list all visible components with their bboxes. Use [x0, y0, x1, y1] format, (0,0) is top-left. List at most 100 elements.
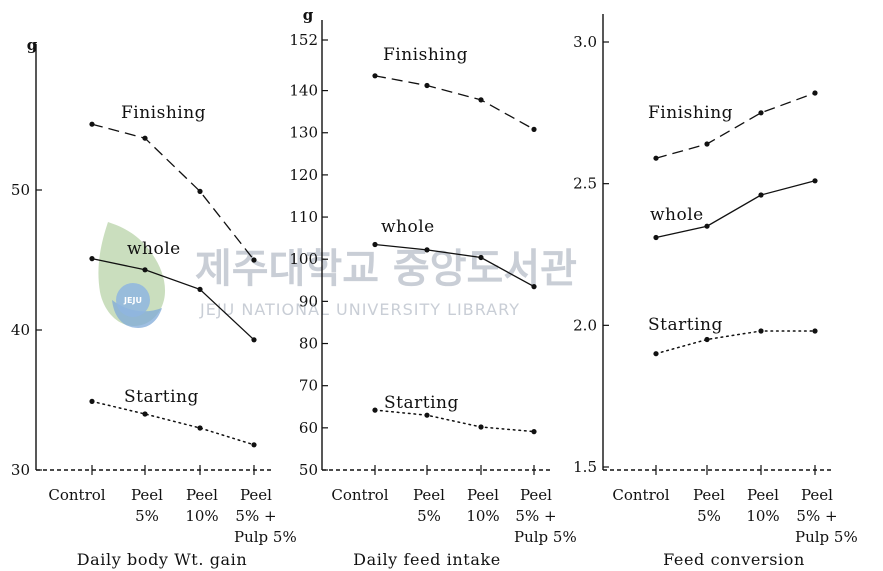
- data-point-whole: [197, 286, 203, 292]
- x-category-label: Peel: [413, 486, 445, 504]
- series-line-starting: [655, 330, 816, 355]
- series-label-finishing: Finishing: [121, 103, 206, 123]
- series-label-whole: whole: [127, 239, 181, 259]
- x-category-label: Control: [331, 486, 388, 504]
- x-category-label: 5% +: [515, 507, 556, 525]
- data-point-starting: [704, 336, 710, 343]
- series-line-finishing: [91, 123, 255, 261]
- data-point-whole: [531, 284, 537, 290]
- data-point-whole: [251, 337, 257, 343]
- data-point-whole: [89, 256, 95, 262]
- y-tick-label: 90: [299, 292, 318, 310]
- series-label-whole: whole: [381, 217, 435, 237]
- panel-feed-conversion: 1.5 2.0 2.5 3.0 Control Peel 5% Peel 10% Peel 5% +…: [573, 14, 858, 569]
- series-label-starting: Starting: [124, 387, 199, 407]
- series-label-starting: Starting: [648, 315, 723, 335]
- watermark-seal-text: JEJU: [123, 296, 142, 305]
- data-point-finishing: [197, 188, 203, 194]
- data-point-finishing: [758, 110, 764, 116]
- x-category-label: Peel: [801, 486, 833, 504]
- watermark-seal-icon: JEJU: [98, 222, 166, 328]
- x-category-label: 5%: [135, 507, 159, 525]
- y-unit-label: g: [303, 6, 314, 24]
- series-line-finishing: [374, 75, 535, 130]
- series-label-whole: whole: [650, 205, 704, 225]
- series-line-starting: [374, 409, 535, 433]
- y-tick-label: 130: [289, 124, 318, 142]
- x-category-label: Peel: [240, 486, 272, 504]
- y-tick-label: 1.5: [573, 458, 597, 476]
- x-category-label: Control: [612, 486, 669, 504]
- y-tick-label: 2.5: [573, 175, 597, 193]
- x-category-label: Pulp 5%: [514, 528, 577, 546]
- series-line-starting: [91, 400, 255, 446]
- y-tick-label: 30: [11, 461, 30, 479]
- data-point-starting: [653, 351, 659, 357]
- data-point-finishing: [89, 121, 95, 127]
- panel-daily-body-wt-gain: 30 40 50 g Control Peel 5% Peel 10% Peel 5% + Pulp …: [11, 36, 297, 569]
- data-point-whole: [758, 192, 764, 198]
- series-label-finishing: Finishing: [383, 45, 468, 65]
- series-line-finishing: [655, 92, 816, 159]
- x-category-label: 10%: [185, 507, 218, 525]
- data-point-starting: [478, 424, 484, 430]
- data-point-finishing: [531, 126, 537, 132]
- series-line-whole: [374, 243, 535, 288]
- x-category-label: Peel: [747, 486, 779, 504]
- x-category-label: Pulp 5%: [234, 528, 297, 546]
- series-line-whole: [655, 180, 816, 239]
- data-point-whole: [704, 223, 710, 229]
- data-point-starting: [142, 411, 148, 417]
- data-point-starting: [758, 328, 764, 334]
- series-line-whole: [91, 257, 255, 341]
- x-category-label: Peel: [520, 486, 552, 504]
- y-tick-label: 70: [299, 377, 318, 395]
- x-category-label: 5%: [697, 507, 721, 525]
- data-point-whole: [812, 178, 818, 184]
- data-point-whole: [653, 234, 659, 241]
- data-point-starting: [372, 407, 378, 413]
- data-point-starting: [812, 328, 818, 334]
- data-point-starting: [197, 425, 203, 431]
- y-tick-label: 110: [289, 208, 318, 226]
- y-tick-label: 50: [299, 461, 318, 479]
- x-category-label: 10%: [466, 507, 499, 525]
- data-point-whole: [142, 267, 148, 273]
- y-tick-label: 2.0: [573, 316, 597, 334]
- data-point-finishing: [653, 155, 659, 161]
- data-point-whole: [372, 241, 378, 248]
- y-tick-label: 60: [299, 419, 318, 437]
- x-category-label: Peel: [186, 486, 218, 504]
- panel-caption: Feed conversion: [663, 550, 805, 569]
- x-category-label: Peel: [131, 486, 163, 504]
- data-point-finishing: [251, 257, 257, 263]
- y-tick-label: 120: [289, 166, 318, 184]
- y-tick-label: 40: [11, 321, 30, 339]
- x-category-label: Control: [48, 486, 105, 504]
- y-tick-label: 100: [289, 250, 318, 268]
- panel-caption: Daily body Wt. gain: [77, 550, 248, 569]
- data-point-starting: [89, 398, 95, 404]
- watermark-korean-text: 제주대학교 중앙도서관: [195, 246, 577, 292]
- series-label-starting: Starting: [384, 393, 459, 413]
- x-category-label: Peel: [693, 486, 725, 504]
- y-unit-label: g: [27, 36, 38, 54]
- x-category-label: 5% +: [796, 507, 837, 525]
- data-point-finishing: [424, 82, 430, 89]
- data-point-finishing: [704, 141, 710, 147]
- data-point-starting: [531, 429, 537, 435]
- x-category-label: 10%: [746, 507, 779, 525]
- y-tick-label: 3.0: [573, 33, 597, 51]
- panel-caption: Daily feed intake: [353, 550, 501, 569]
- data-point-finishing: [812, 90, 818, 96]
- watermark: JEJU 제주대학교 중앙도서관 JEJU NATIONAL UNIVERSIT…: [98, 222, 577, 328]
- data-point-finishing: [478, 97, 484, 103]
- y-tick-label: 50: [11, 181, 30, 199]
- x-category-label: 5%: [417, 507, 441, 525]
- data-point-whole: [478, 254, 484, 261]
- y-tick-label: 152: [289, 31, 318, 49]
- x-category-label: 5% +: [235, 507, 276, 525]
- series-label-finishing: Finishing: [648, 103, 733, 123]
- x-category-label: Peel: [467, 486, 499, 504]
